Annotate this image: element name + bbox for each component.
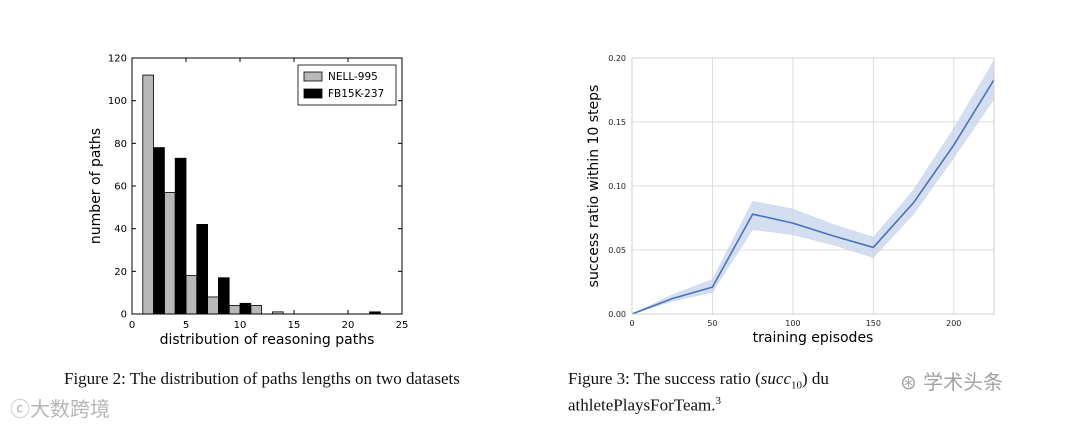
x-tick-label: 150 [866, 319, 881, 328]
x-tick-label: 50 [707, 319, 717, 328]
y-tick-label: 0.10 [608, 182, 626, 191]
y-tick-label: 0.00 [608, 310, 626, 319]
watermark-left: ⓒ大数跨境 [10, 397, 110, 421]
figure-2-caption: Figure 2: The distribution of paths leng… [64, 369, 460, 388]
y-tick-label: 0.05 [608, 246, 626, 255]
path-length-bar-chart: 0 5 10 15 20 25 0 20 40 60 80 100 120 distribution of… [88, 54, 409, 349]
x-tick-label: 200 [946, 319, 961, 328]
x-tick-label: 25 [396, 320, 409, 331]
y-tick-label: 0.20 [608, 54, 626, 63]
success-ratio-line [631, 79, 995, 315]
fb15k-bar [217, 277, 230, 315]
nell-bar [207, 296, 219, 315]
fb15k-bar [239, 302, 252, 315]
nell-bar [250, 305, 263, 315]
x-tick-label: 20 [342, 320, 355, 331]
nell-bar [228, 305, 241, 315]
y-tick-label: 40 [114, 224, 127, 235]
legend-swatch [303, 71, 323, 82]
nell-bar [142, 74, 155, 315]
success-ratio-line-chart: 0 50 100 150 200 0.00 0.05 0.10 0.15 0.20 training… [586, 54, 995, 346]
x-tick-label: 100 [785, 319, 800, 328]
x-axis-label: distribution of reasoning paths [160, 332, 375, 348]
y-tick-label: 0 [121, 310, 127, 321]
legend-label: FB15K-237 [328, 88, 384, 100]
y-tick-label: 0.15 [608, 118, 626, 127]
x-tick-label: 15 [288, 320, 301, 331]
x-tick-label: 10 [234, 320, 247, 331]
nell-bar [185, 275, 198, 315]
y-tick-label: 100 [108, 96, 127, 107]
watermark-right: ⊛ 学术头条 [900, 370, 1004, 394]
caption-tail: athletePlaysForTeam. [568, 395, 716, 415]
figure-3-caption-line2: athletePlaysForTeam.3 [568, 390, 721, 417]
y-axis-label: success ratio within 10 steps [586, 85, 602, 288]
y-tick-label: 80 [114, 139, 127, 150]
x-tick-label: 5 [183, 320, 189, 331]
x-tick-label: 0 [129, 320, 135, 331]
caption-prefix: Figure 3: The success ratio ( [568, 369, 761, 388]
y-tick-label: 20 [114, 267, 127, 278]
x-tick-label: 0 [629, 319, 634, 328]
caption-subscript: 10 [791, 379, 802, 392]
caption-suffix: ) du [802, 369, 829, 388]
nell-bar [164, 191, 176, 315]
legend-swatch [303, 88, 323, 99]
legend-label: NELL-995 [328, 71, 378, 83]
x-axis-label: training episodes [753, 330, 874, 346]
plot-frame [631, 57, 995, 315]
fb15k-bar [196, 223, 209, 315]
footnote-marker: 3 [715, 395, 722, 407]
y-axis-label: number of paths [88, 128, 104, 244]
fb15k-bar [153, 147, 165, 315]
fb15k-bar [174, 157, 187, 315]
figure-3-caption: Figure 3: The success ratio (succ10) du [568, 368, 829, 396]
y-tick-label: 60 [114, 182, 127, 193]
caption-math: succ [760, 369, 791, 388]
y-tick-label: 120 [108, 54, 127, 65]
